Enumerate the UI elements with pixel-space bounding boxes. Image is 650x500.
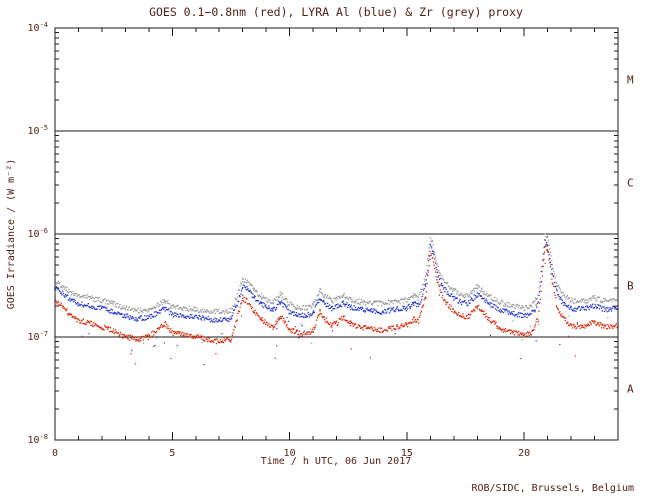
y-tick-label: 10-7 [28,330,48,343]
y-tick-label: 10-4 [28,21,48,34]
x-axis-label: Time / h UTC, 06 Jun 2017 [261,456,412,467]
y-tick-label: 10-6 [28,227,48,240]
chart-title: GOES 0.1−0.8nm (red), LYRA Al (blue) & Z… [149,5,523,19]
axis-ticks: 0 5 10 15 20 10-4 10-5 10-6 10-7 10-8 [28,21,619,459]
x-tick-label: 20 [518,448,530,459]
series-goes-0-1-0-8nm [54,245,619,366]
chart-layers: 0 5 10 15 20 10-4 10-5 10-6 10-7 10-8 M C B A [28,21,634,459]
x-tick-label: 5 [169,448,175,459]
y-tick-label: 10-5 [28,124,48,137]
x-tick-label: 0 [52,448,58,459]
flare-class-label-a: A [627,383,634,396]
flare-class-label-m: M [627,74,634,87]
series-layer [54,233,619,366]
flare-class-lines [55,130,618,338]
series-lyra-zr-proxy [54,233,619,344]
y-tick-label: 10-8 [28,433,48,446]
x-tick-label: 10 [284,448,296,459]
y-axis-label: GOES Irradiance / (W m⁻²) [6,159,17,310]
series-lyra-al-proxy [54,239,619,352]
flare-class-label-c: C [627,177,634,190]
flare-class-label-b: B [627,280,634,293]
credit-text: ROB/SIDC, Brussels, Belgium [471,483,634,494]
x-tick-label: 15 [401,448,413,459]
